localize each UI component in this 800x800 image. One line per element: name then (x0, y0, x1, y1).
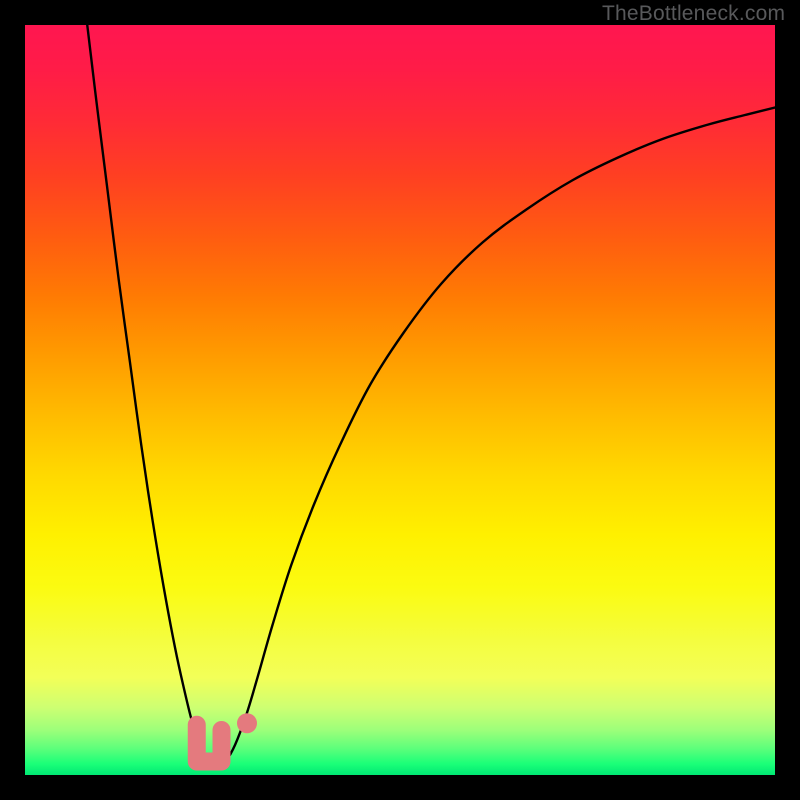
chart-svg (0, 0, 800, 800)
u-shape-marker (197, 725, 222, 762)
pink-dot (237, 713, 257, 733)
curve-left-branch (87, 25, 216, 769)
curve-right-branch (216, 108, 775, 770)
